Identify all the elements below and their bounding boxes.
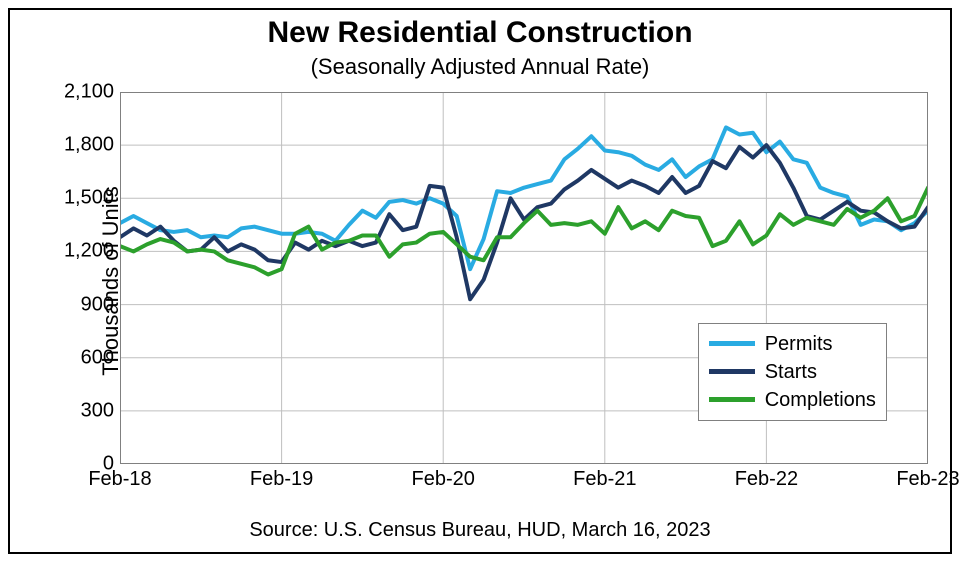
ytick-label: 1,200: [44, 240, 114, 263]
legend-swatch: [709, 397, 755, 402]
ytick-label: 600: [44, 346, 114, 369]
ytick-label: 1,500: [44, 187, 114, 210]
xtick-label: Feb-23: [896, 468, 959, 491]
legend-swatch: [709, 341, 755, 346]
ytick-label: 2,100: [44, 81, 114, 104]
legend: PermitsStartsCompletions: [698, 323, 887, 421]
legend-label: Completions: [765, 386, 876, 414]
xtick-label: Feb-21: [573, 468, 636, 491]
legend-item-starts: Starts: [709, 358, 876, 386]
source-text: Source: U.S. Census Bureau, HUD, March 1…: [10, 519, 950, 542]
chart-frame: New Residential Construction (Seasonally…: [8, 8, 952, 554]
xtick-label: Feb-22: [735, 468, 798, 491]
xtick-label: Feb-20: [412, 468, 475, 491]
legend-swatch: [709, 369, 755, 374]
ytick-label: 900: [44, 293, 114, 316]
series-completions: [120, 188, 928, 275]
xtick-label: Feb-19: [250, 468, 313, 491]
ytick-label: 1,800: [44, 134, 114, 157]
plot-area: PermitsStartsCompletions: [120, 92, 928, 464]
legend-item-permits: Permits: [709, 330, 876, 358]
chart-title: New Residential Construction: [10, 16, 950, 50]
legend-item-completions: Completions: [709, 386, 876, 414]
ytick-label: 300: [44, 399, 114, 422]
xtick-label: Feb-18: [88, 468, 151, 491]
legend-label: Starts: [765, 358, 817, 386]
chart-subtitle: (Seasonally Adjusted Annual Rate): [10, 54, 950, 80]
legend-label: Permits: [765, 330, 833, 358]
